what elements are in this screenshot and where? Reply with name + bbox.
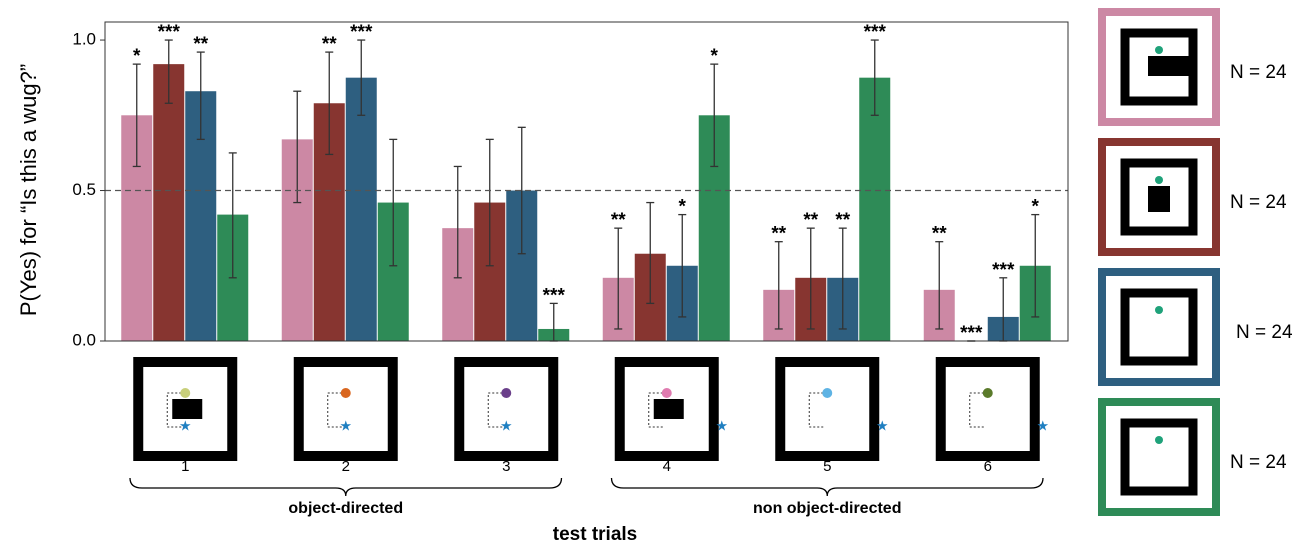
thumbnail-agent — [341, 388, 351, 398]
legend-agent — [1155, 306, 1163, 314]
thumbnail-path — [970, 393, 988, 427]
bar — [346, 78, 377, 341]
thumbnail-goal: ★ — [1036, 418, 1049, 434]
group-label: object-directed — [288, 500, 403, 517]
group-label: non object-directed — [753, 500, 901, 517]
thumbnail-agent — [180, 388, 190, 398]
significance-label: ** — [193, 34, 208, 55]
significance-label: *** — [158, 22, 181, 43]
significance-label: ** — [611, 210, 626, 231]
x-tick-label: 3 — [502, 458, 510, 475]
thumbnail-goal: ★ — [500, 418, 513, 434]
y-tick-label: 0.5 — [72, 180, 96, 199]
significance-label: ** — [932, 224, 947, 245]
thumbnail-goal: ★ — [876, 418, 889, 434]
y-axis-title: P(Yes) for “Is this a wug?” — [16, 64, 41, 316]
thumbnail-path — [809, 393, 827, 427]
thumbnail-wall — [654, 399, 684, 419]
legend-wall — [1148, 186, 1170, 212]
bar — [859, 78, 890, 341]
x-tick-label: 2 — [342, 458, 350, 475]
legend-label: N = 24 — [1230, 452, 1287, 473]
thumbnail-goal: ★ — [715, 418, 728, 434]
x-axis-title: test trials — [553, 524, 637, 544]
significance-label: ** — [322, 34, 337, 55]
significance-label: *** — [864, 22, 887, 43]
bar — [153, 64, 184, 341]
thumbnail-frame — [780, 362, 874, 456]
significance-label: *** — [543, 285, 566, 306]
y-tick-label: 0.0 — [72, 330, 96, 349]
significance-label: * — [679, 197, 687, 218]
group-brace — [612, 478, 1044, 496]
thumbnail-wall — [172, 399, 202, 419]
legend-agent — [1155, 436, 1163, 444]
legend-label: N = 24 — [1236, 322, 1293, 343]
significance-label: *** — [992, 260, 1015, 281]
legend-maze — [1125, 423, 1193, 491]
significance-label: * — [133, 46, 141, 67]
plot-frame — [105, 22, 1068, 341]
thumbnail-agent — [983, 388, 993, 398]
x-tick-label: 6 — [984, 458, 992, 475]
thumbnail-goal: ★ — [179, 418, 192, 434]
thumbnail-goal: ★ — [339, 418, 352, 434]
group-brace — [130, 478, 562, 496]
legend-label: N = 24 — [1230, 62, 1287, 83]
thumbnail-agent — [822, 388, 832, 398]
legend-label: N = 24 — [1230, 192, 1287, 213]
x-tick-label: 4 — [663, 458, 671, 475]
x-tick-label: 1 — [181, 458, 189, 475]
legend-maze — [1125, 293, 1193, 361]
thumbnail-agent — [501, 388, 511, 398]
thumbnail-agent — [662, 388, 672, 398]
chart: P(Yes) for “Is this a wug?” test trials … — [0, 0, 1306, 544]
significance-label: ** — [771, 224, 786, 245]
y-tick-label: 1.0 — [72, 30, 96, 49]
significance-label: *** — [350, 22, 373, 43]
significance-label: * — [1032, 197, 1040, 218]
significance-label: ** — [803, 210, 818, 231]
significance-label: * — [711, 46, 719, 67]
significance-label: ** — [835, 210, 850, 231]
thumbnail-frame — [941, 362, 1035, 456]
legend-wall — [1148, 56, 1196, 76]
thumbnail-frame — [299, 362, 393, 456]
legend-agent — [1155, 46, 1163, 54]
thumbnail-frame — [459, 362, 553, 456]
x-tick-label: 5 — [823, 458, 831, 475]
legend-agent — [1155, 176, 1163, 184]
